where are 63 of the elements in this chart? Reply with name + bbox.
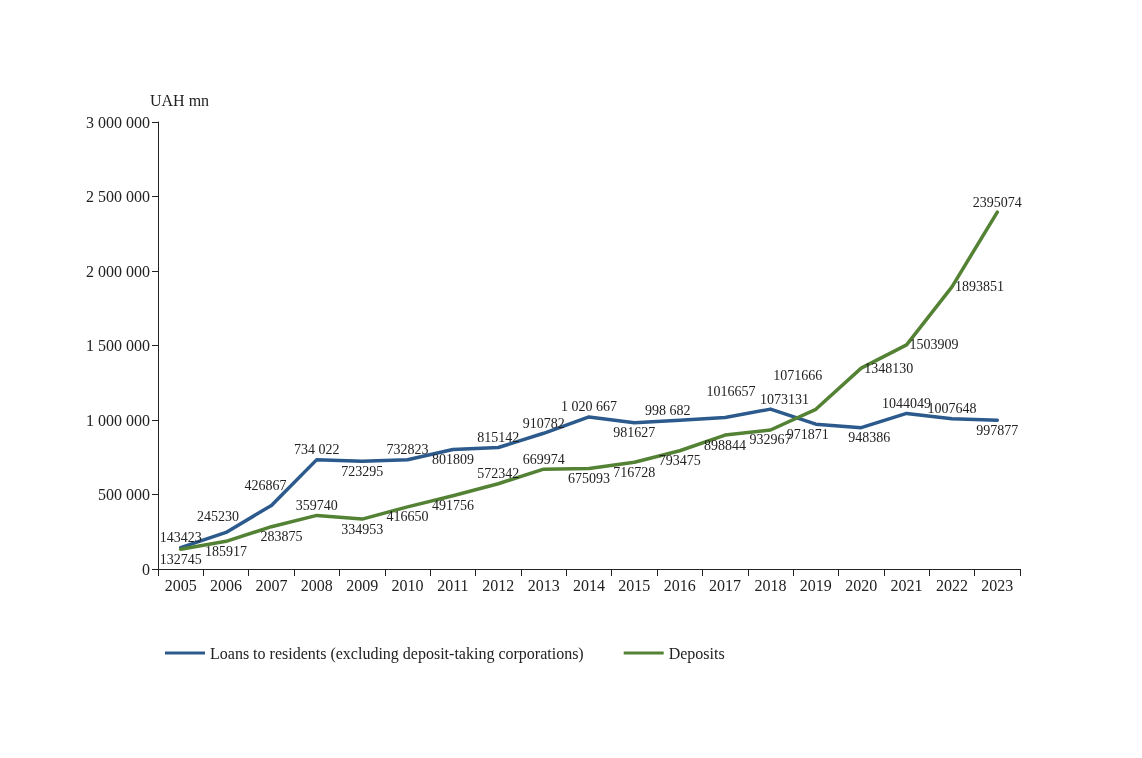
data-label: 245230 <box>197 508 240 524</box>
x-tick-label: 2012 <box>482 576 515 594</box>
data-label: 1893851 <box>954 279 1004 295</box>
data-label: 716728 <box>613 464 656 480</box>
data-label: 910782 <box>522 415 565 431</box>
data-label: 132745 <box>159 551 202 567</box>
data-label: 948386 <box>848 430 891 446</box>
data-label: 426867 <box>244 477 287 493</box>
data-label: 283875 <box>260 529 303 545</box>
y-tick-label: 0 <box>142 560 150 578</box>
x-tick-label: 2006 <box>210 576 243 594</box>
x-tick-label: 2009 <box>346 576 379 594</box>
data-label: 334953 <box>341 521 384 537</box>
x-tick-label: 2013 <box>527 576 560 594</box>
data-label: 1016657 <box>706 384 756 400</box>
x-tick-label: 2005 <box>164 576 197 594</box>
data-label: 734 022 <box>294 442 340 458</box>
data-label: 815142 <box>477 430 520 446</box>
legend-label: Deposits <box>668 644 725 663</box>
data-label: 723295 <box>341 463 384 479</box>
data-label: 491756 <box>431 498 474 514</box>
y-tick-label: 3 000 000 <box>86 113 150 131</box>
data-label: 997877 <box>976 422 1019 438</box>
data-label: 1071666 <box>773 367 823 383</box>
x-tick-label: 2010 <box>391 576 424 594</box>
data-label: 732823 <box>386 442 429 458</box>
y-axis-title: UAH mn <box>150 91 210 109</box>
data-label: 1348130 <box>864 360 914 376</box>
legend-label: Loans to residents (excluding deposit-taking corporations) <box>210 644 584 663</box>
data-label: 1073131 <box>759 391 809 407</box>
data-label: 998 682 <box>644 402 691 418</box>
x-tick-label: 2011 <box>437 576 469 594</box>
data-label: 675093 <box>568 470 610 486</box>
data-label: 1503909 <box>909 337 959 353</box>
data-label: 981627 <box>613 425 656 441</box>
x-tick-label: 2008 <box>300 576 333 594</box>
data-label: 185917 <box>205 543 248 559</box>
data-label: 898844 <box>704 437 747 453</box>
data-label: 1 020 667 <box>561 399 617 415</box>
x-tick-label: 2016 <box>663 576 696 594</box>
y-tick-label: 2 000 000 <box>86 262 150 280</box>
x-tick-label: 2022 <box>935 576 968 594</box>
x-tick-label: 2015 <box>618 576 651 594</box>
x-tick-label: 2021 <box>890 576 923 594</box>
x-tick-label: 2017 <box>709 576 742 594</box>
x-tick-label: 2018 <box>754 576 787 594</box>
data-label: 359740 <box>295 497 338 513</box>
data-label: 143423 <box>159 530 202 546</box>
data-label: 801809 <box>431 452 474 468</box>
x-tick-label: 2019 <box>799 576 832 594</box>
x-tick-label: 2023 <box>981 576 1014 594</box>
x-tick-label: 2014 <box>573 576 605 594</box>
y-tick-label: 1 000 000 <box>86 411 150 429</box>
data-label: 793475 <box>658 453 701 469</box>
x-tick-label: 2020 <box>845 576 878 594</box>
data-label: 669974 <box>522 451 565 467</box>
data-label: 2395074 <box>972 194 1022 210</box>
y-tick-label: 2 500 000 <box>86 188 150 205</box>
y-tick-label: 500 000 <box>98 486 150 503</box>
x-tick-label: 2007 <box>255 576 288 594</box>
y-tick-label: 1 500 000 <box>86 337 150 354</box>
data-label: 416650 <box>386 509 429 525</box>
data-label: 572342 <box>477 466 520 482</box>
